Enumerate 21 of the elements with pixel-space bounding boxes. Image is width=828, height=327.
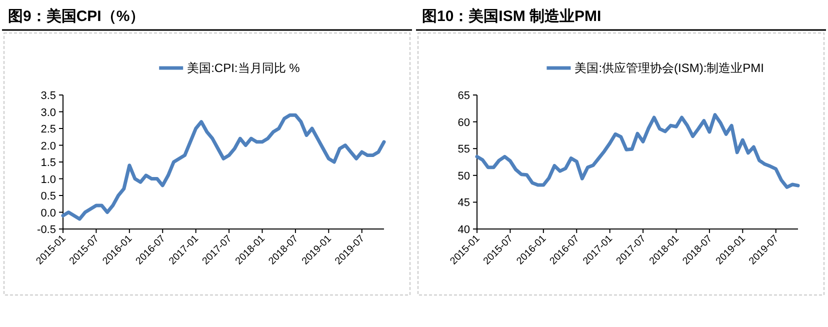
chart-title: 图9：美国CPI（%） [8, 7, 145, 25]
y-tick-label: 2.5 [40, 124, 56, 136]
y-tick-label: 65 [458, 90, 470, 102]
y-tick-label: 55 [458, 144, 470, 156]
y-tick-label: 3.5 [40, 90, 56, 102]
chart-title: 图10：美国ISM 制造业PMI [422, 7, 602, 25]
y-tick-label: 1.5 [40, 157, 56, 169]
y-tick-label: -0.5 [37, 224, 56, 236]
y-tick-label: 2.0 [40, 140, 56, 152]
y-tick-label: 3.0 [40, 106, 56, 119]
y-tick-label: 0.5 [40, 190, 56, 202]
y-tick-label: 1.0 [40, 174, 56, 186]
legend-label: 美国:供应管理协会(ISM):制造业PMI [574, 61, 764, 75]
y-tick-label: 60 [458, 116, 470, 129]
y-tick-label: 45 [458, 197, 470, 210]
legend-label: 美国:CPI:当月同比 % [187, 61, 300, 75]
line-series [475, 113, 800, 189]
y-tick-label: 0.0 [40, 207, 56, 220]
y-tick-label: 50 [458, 170, 470, 182]
y-tick-label: 40 [458, 224, 470, 236]
line-series [61, 113, 386, 221]
